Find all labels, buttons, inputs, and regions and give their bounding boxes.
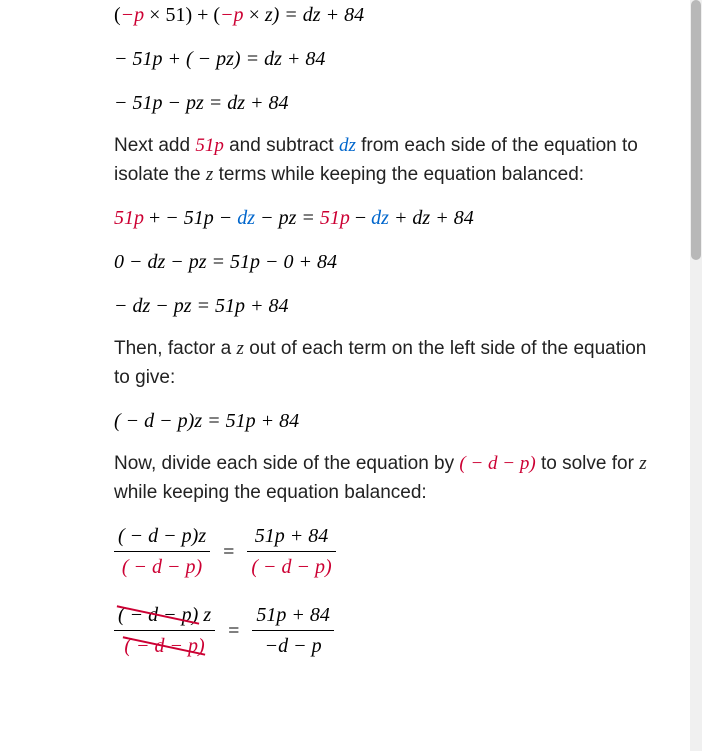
text: to solve for <box>536 453 640 474</box>
equation-8: ( − d − p)z ( − d − p) = 51p + 84 ( − d … <box>114 521 662 582</box>
equation-1: (−p × 51) + (−p × z) = dz + 84 <box>114 0 662 30</box>
denominator: −d − p <box>252 630 334 661</box>
times: × <box>244 4 265 26</box>
denominator: ( − d − p) <box>114 630 215 661</box>
var-z: z <box>265 4 273 26</box>
fraction-left-cancelled: ( − d − p) z ( − d − p) <box>114 600 215 661</box>
neg-p: −p <box>220 4 244 26</box>
step-prose-3: Now, divide each side of the equation by… <box>114 450 662 507</box>
text: + dz + 84 <box>389 207 474 229</box>
equals-sign: = <box>220 620 247 642</box>
equation-2: − 51p + ( − pz) = dz + 84 <box>114 44 662 74</box>
term-51p: 51p <box>320 207 350 229</box>
cancelled-term: ( − d − p) <box>118 600 198 630</box>
step-prose-1: Next add 51p and subtract dz from each s… <box>114 132 662 189</box>
text: and subtract <box>224 135 339 156</box>
denominator: ( − d − p) <box>247 551 335 582</box>
divisor: ( − d − p) <box>459 453 535 474</box>
text: Next add <box>114 135 195 156</box>
minus: − <box>350 207 371 229</box>
plus: + <box>144 207 165 229</box>
equation-4: 51p + − 51p − dz − pz = 51p − dz + dz + … <box>114 203 662 233</box>
equation-6: − dz − pz = 51p + 84 <box>114 291 662 321</box>
equation-7: ( − d − p)z = 51p + 84 <box>114 406 662 436</box>
text: Then, factor a <box>114 338 237 359</box>
var-z: z <box>639 453 646 474</box>
var-z: z <box>198 604 211 626</box>
equation-9: ( − d − p) z ( − d − p) = 51p + 84 −d − … <box>114 600 662 661</box>
equation-3: − 51p − pz = dz + 84 <box>114 88 662 118</box>
paren: ( <box>114 4 121 26</box>
term-dz: dz <box>339 135 356 156</box>
equals-sign: = <box>215 541 242 563</box>
denominator: ( − d − p) <box>114 551 210 582</box>
step-prose-2: Then, factor a z out of each term on the… <box>114 335 662 392</box>
fraction-left: ( − d − p)z ( − d − p) <box>114 521 210 582</box>
math-solution-body: (−p × 51) + (−p × z) = dz + 84 − 51p + (… <box>0 0 690 695</box>
cancelled-term: ( − d − p) <box>124 631 204 661</box>
var-z: z <box>237 338 244 359</box>
vertical-scrollbar-track[interactable] <box>690 0 702 751</box>
numerator: ( − d − p)z <box>114 521 210 551</box>
fraction-right: 51p + 84 −d − p <box>252 600 334 661</box>
text: Now, divide each side of the equation by <box>114 453 459 474</box>
term-51p: 51p <box>195 135 224 156</box>
neg-p: −p <box>121 4 145 26</box>
numerator: 51p + 84 <box>247 521 335 551</box>
vertical-scrollbar-thumb[interactable] <box>691 0 701 260</box>
numerator: ( − d − p) z <box>114 600 215 630</box>
term-dz: dz <box>237 207 255 229</box>
text: × 51) + ( <box>144 4 220 26</box>
term-51p: 51p <box>114 207 144 229</box>
numerator: 51p + 84 <box>252 600 334 630</box>
fraction-right: 51p + 84 ( − d − p) <box>247 521 335 582</box>
equation-5: 0 − dz − pz = 51p − 0 + 84 <box>114 247 662 277</box>
text: terms while keeping the equation balance… <box>213 164 584 185</box>
term-dz: dz <box>371 207 389 229</box>
text: − pz = <box>255 207 320 229</box>
rhs: ) = dz + 84 <box>273 4 364 26</box>
text: − 51p − <box>165 207 237 229</box>
text: while keeping the equation balanced: <box>114 482 427 503</box>
